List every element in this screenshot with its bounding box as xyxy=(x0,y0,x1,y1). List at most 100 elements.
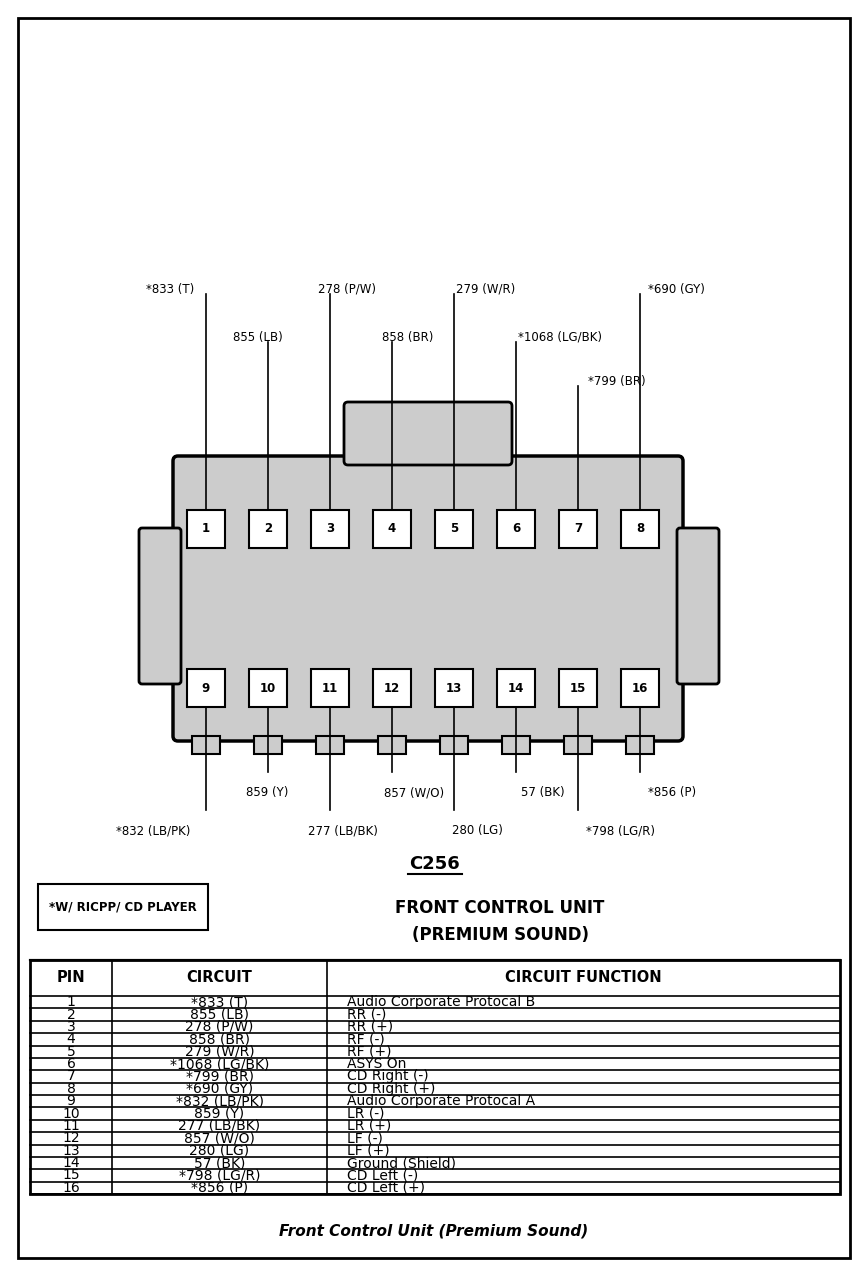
FancyBboxPatch shape xyxy=(139,528,181,684)
Text: 57 (BK): 57 (BK) xyxy=(521,786,564,799)
Text: 277 (LB/BK): 277 (LB/BK) xyxy=(308,824,378,837)
Text: RR (-): RR (-) xyxy=(347,1008,386,1022)
Text: 9: 9 xyxy=(67,1095,76,1108)
Text: 7: 7 xyxy=(67,1069,76,1083)
Text: 859 (Y): 859 (Y) xyxy=(246,786,288,799)
Text: 858 (BR): 858 (BR) xyxy=(189,1032,250,1046)
Text: 279 (W/R): 279 (W/R) xyxy=(456,283,516,296)
Text: 57 (BK): 57 (BK) xyxy=(194,1156,245,1170)
Text: *833 (T): *833 (T) xyxy=(146,283,194,296)
Bar xyxy=(440,736,468,754)
Text: 3: 3 xyxy=(67,1020,76,1034)
Text: 279 (W/R): 279 (W/R) xyxy=(185,1045,254,1059)
Text: 857 (W/O): 857 (W/O) xyxy=(384,786,444,799)
Text: 280 (LG): 280 (LG) xyxy=(452,824,503,837)
Bar xyxy=(564,736,592,754)
Text: 855 (LB): 855 (LB) xyxy=(190,1008,249,1022)
Text: 16: 16 xyxy=(632,681,648,694)
Text: CD Left (-): CD Left (-) xyxy=(347,1169,418,1183)
Text: ASYS On: ASYS On xyxy=(347,1057,406,1071)
Bar xyxy=(249,669,287,707)
Text: 13: 13 xyxy=(62,1143,80,1157)
Bar xyxy=(621,510,659,547)
Text: *799 (BR): *799 (BR) xyxy=(588,375,646,388)
Text: 8: 8 xyxy=(636,522,644,536)
Text: 13: 13 xyxy=(446,681,462,694)
Text: *856 (P): *856 (P) xyxy=(648,786,696,799)
Text: C256: C256 xyxy=(409,855,459,873)
Text: LR (-): LR (-) xyxy=(347,1106,385,1120)
Bar xyxy=(311,510,349,547)
Text: Audio Corporate Protocal A: Audio Corporate Protocal A xyxy=(347,1095,536,1108)
Text: 15: 15 xyxy=(569,681,586,694)
Text: CIRCUIT: CIRCUIT xyxy=(187,971,253,985)
Text: 11: 11 xyxy=(322,681,339,694)
Bar xyxy=(30,960,840,1194)
Text: 10: 10 xyxy=(62,1106,80,1120)
Text: *798 (LG/R): *798 (LG/R) xyxy=(179,1169,260,1183)
Bar xyxy=(559,669,597,707)
FancyBboxPatch shape xyxy=(677,528,719,684)
Bar xyxy=(254,736,282,754)
Bar xyxy=(311,669,349,707)
Bar xyxy=(373,510,411,547)
Text: 15: 15 xyxy=(62,1169,80,1183)
Text: CD Right (+): CD Right (+) xyxy=(347,1082,436,1096)
Text: 7: 7 xyxy=(574,522,582,536)
Text: 859 (Y): 859 (Y) xyxy=(194,1106,245,1120)
Text: 16: 16 xyxy=(62,1180,80,1194)
Text: 277 (LB/BK): 277 (LB/BK) xyxy=(179,1119,260,1133)
Text: Front Control Unit (Premium Sound): Front Control Unit (Premium Sound) xyxy=(279,1224,589,1239)
Text: 2: 2 xyxy=(264,522,272,536)
Text: PIN: PIN xyxy=(56,971,85,985)
Text: 3: 3 xyxy=(326,522,334,536)
Text: *832 (LB/PK): *832 (LB/PK) xyxy=(116,824,190,837)
Text: 1: 1 xyxy=(67,995,76,1009)
Text: RF (+): RF (+) xyxy=(347,1045,391,1059)
Text: *798 (LG/R): *798 (LG/R) xyxy=(586,824,655,837)
Bar xyxy=(373,669,411,707)
Text: 855 (LB): 855 (LB) xyxy=(233,330,283,345)
Bar xyxy=(187,510,225,547)
Text: 9: 9 xyxy=(202,681,210,694)
Text: 12: 12 xyxy=(384,681,400,694)
Text: 278 (P/W): 278 (P/W) xyxy=(185,1020,253,1034)
Text: RR (+): RR (+) xyxy=(347,1020,393,1034)
Text: *W/ RICPP/ CD PLAYER: *W/ RICPP/ CD PLAYER xyxy=(49,901,197,914)
Text: LR (+): LR (+) xyxy=(347,1119,391,1133)
Text: 10: 10 xyxy=(260,681,276,694)
Text: 1: 1 xyxy=(202,522,210,536)
Text: 14: 14 xyxy=(62,1156,80,1170)
Text: 4: 4 xyxy=(67,1032,76,1046)
FancyBboxPatch shape xyxy=(173,456,683,741)
Bar xyxy=(38,884,208,930)
Text: *1068 (LG/BK): *1068 (LG/BK) xyxy=(170,1057,269,1071)
Text: Ground (Shield): Ground (Shield) xyxy=(347,1156,456,1170)
Text: *833 (T): *833 (T) xyxy=(191,995,248,1009)
Text: 6: 6 xyxy=(512,522,520,536)
Text: (PREMIUM SOUND): (PREMIUM SOUND) xyxy=(411,926,589,944)
Bar xyxy=(435,669,473,707)
Bar xyxy=(435,510,473,547)
Bar xyxy=(378,736,406,754)
Bar xyxy=(249,510,287,547)
Text: *856 (P): *856 (P) xyxy=(191,1180,248,1194)
Text: CD Right (-): CD Right (-) xyxy=(347,1069,429,1083)
Text: 5: 5 xyxy=(450,522,458,536)
Text: 8: 8 xyxy=(67,1082,76,1096)
Bar xyxy=(497,669,535,707)
Text: 858 (BR): 858 (BR) xyxy=(382,330,433,345)
Text: *690 (GY): *690 (GY) xyxy=(186,1082,253,1096)
Text: *832 (LB/PK): *832 (LB/PK) xyxy=(175,1095,264,1108)
Text: LF (+): LF (+) xyxy=(347,1143,390,1157)
Text: 11: 11 xyxy=(62,1119,80,1133)
Text: 12: 12 xyxy=(62,1132,80,1146)
Text: 5: 5 xyxy=(67,1045,76,1059)
Bar xyxy=(626,736,654,754)
Text: *1068 (LG/BK): *1068 (LG/BK) xyxy=(518,330,602,345)
FancyBboxPatch shape xyxy=(344,402,512,464)
Text: *799 (BR): *799 (BR) xyxy=(186,1069,253,1083)
Bar xyxy=(621,669,659,707)
Bar xyxy=(192,736,220,754)
Text: 6: 6 xyxy=(67,1057,76,1071)
